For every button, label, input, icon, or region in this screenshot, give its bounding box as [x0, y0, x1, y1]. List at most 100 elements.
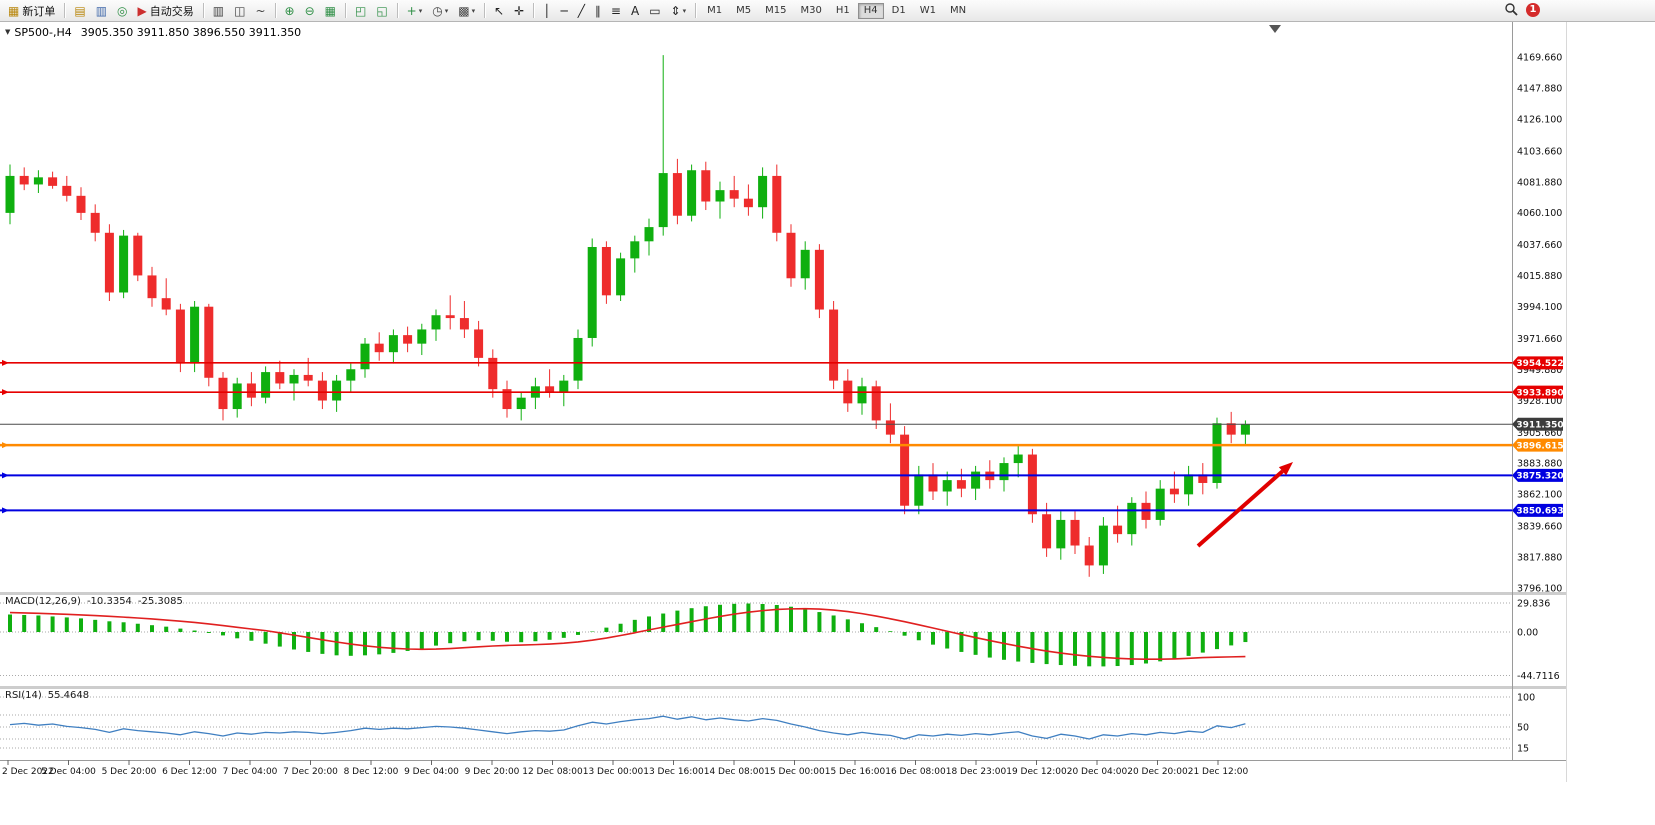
navigator-button[interactable]: ◎ — [113, 0, 131, 21]
macd-bar — [192, 630, 197, 632]
candle — [1042, 514, 1052, 549]
candle — [5, 175, 15, 213]
text-button[interactable]: A — [627, 0, 643, 21]
timeframe-mn-button[interactable]: MN — [949, 4, 967, 16]
template-icon: ▩ — [458, 3, 470, 18]
macd-bar — [1200, 632, 1205, 653]
rsi-value: 55.4648 — [47, 690, 90, 701]
time-axis-label: 2 Dec 2022 — [2, 767, 54, 777]
zoom-out-button[interactable]: ⊖ — [301, 0, 319, 21]
cursor-button[interactable]: ↖ — [490, 0, 508, 21]
macd-bar — [121, 622, 126, 632]
candle — [999, 463, 1009, 481]
macd-bar — [746, 603, 751, 632]
price-axis-label: 4081.880 — [1517, 177, 1562, 188]
candle — [956, 480, 966, 489]
macd-bar — [732, 603, 737, 632]
macd-bar — [178, 628, 183, 632]
price-axis-label: 3928.100 — [1517, 396, 1562, 407]
rsi-label: RSI(14) 55.4648 — [5, 690, 95, 701]
timeframe-m15-button[interactable]: M15 — [765, 4, 787, 16]
toolbar-right-group: 1 — [1504, 2, 1540, 17]
candle — [403, 335, 413, 344]
horizontal-line-icon: ─ — [560, 3, 568, 18]
trendline-button[interactable]: ╱ — [574, 0, 589, 21]
price-tag-label: 3875.320 — [1516, 472, 1563, 482]
candle — [459, 318, 469, 330]
macd-signal-value: -25.3085 — [137, 596, 183, 607]
candle — [1240, 424, 1250, 435]
macd-bar — [519, 632, 524, 643]
candle — [672, 173, 682, 216]
search-icon[interactable] — [1504, 2, 1519, 17]
new-order-button-label: 新订单 — [22, 4, 56, 18]
add-indicator-button[interactable]: + ▾ — [403, 0, 427, 21]
cascade-windows-button[interactable]: ◰ — [351, 0, 370, 21]
candle — [76, 195, 86, 213]
chart-shift-marker[interactable] — [1269, 25, 1281, 33]
zoom-in-button[interactable]: ⊕ — [281, 0, 299, 21]
shapes-button[interactable]: ⇕ ▾ — [667, 0, 691, 21]
data-window-icon: ▥ — [95, 3, 108, 18]
candle — [19, 175, 29, 185]
macd-axis-label: -44.7116 — [1517, 671, 1560, 682]
template-button[interactable]: ▩ ▾ — [454, 0, 479, 21]
notification-badge[interactable]: 1 — [1526, 2, 1540, 17]
market-watch-icon: ▤ — [74, 3, 86, 18]
price-axis-label: 3883.880 — [1517, 459, 1562, 470]
timeframe-w1-button[interactable]: W1 — [919, 4, 936, 16]
timeframe-m30-button[interactable]: M30 — [800, 4, 822, 16]
bar-chart-button[interactable]: ▥ — [209, 0, 228, 21]
macd-bar — [1115, 632, 1120, 667]
timeframe-h1-button[interactable]: H1 — [835, 4, 850, 16]
price-tag — [1512, 417, 1563, 431]
candle — [232, 383, 242, 410]
candlestick-chart-button[interactable]: ◫ — [230, 0, 249, 21]
price-axis-label: 3839.660 — [1517, 522, 1562, 533]
channel-button[interactable]: ∥ — [591, 0, 605, 21]
candle — [758, 175, 768, 208]
toolbar-separator — [484, 3, 486, 18]
timeframe-m1-button[interactable]: M1 — [707, 4, 723, 16]
time-axis-label: 7 Dec 20:00 — [283, 767, 338, 777]
panel-splitter[interactable] — [0, 592, 1567, 595]
text-label-button[interactable]: ▭ — [645, 0, 664, 21]
chart-title: ▼ SP500-,H4 3905.350 3911.850 3896.550 391… — [5, 26, 301, 39]
panel-splitter[interactable] — [0, 686, 1567, 689]
crosshair-button[interactable]: ✛ — [510, 0, 528, 21]
macd-bar — [448, 632, 453, 644]
autotrading-button[interactable]: ▶ 自动交易 — [134, 0, 198, 21]
new-order-button[interactable]: ▦ 新订单 — [4, 0, 59, 21]
macd-bar — [1186, 632, 1191, 656]
timeframe-d1-button[interactable]: D1 — [891, 4, 906, 16]
expand-arrow-icon[interactable]: ▼ — [5, 28, 11, 36]
macd-bar — [874, 627, 879, 632]
fibonacci-button[interactable]: ≡ — [607, 0, 625, 21]
vertical-line-button[interactable]: │ — [539, 0, 554, 21]
crosshair-icon: ✛ — [514, 3, 525, 18]
candle — [431, 315, 441, 330]
macd-bar — [1030, 632, 1035, 663]
macd-bar — [490, 632, 495, 641]
arrange-windows-button[interactable]: ◱ — [372, 0, 391, 21]
dropdown-caret-icon: ▾ — [418, 6, 423, 15]
candle — [119, 235, 129, 293]
period-clock-button[interactable]: ◷ ▾ — [428, 0, 452, 21]
candle — [1070, 519, 1080, 546]
tile-windows-button[interactable]: ▦ — [321, 0, 340, 21]
trend-arrow[interactable] — [1196, 469, 1284, 548]
trend-arrow-head — [1278, 462, 1293, 476]
line-chart-button[interactable]: ~ — [251, 0, 269, 21]
macd-bar — [618, 623, 623, 632]
candle — [701, 170, 711, 202]
market-watch-button[interactable]: ▤ — [70, 0, 89, 21]
horizontal-line-button[interactable]: ─ — [556, 0, 571, 21]
timeframe-m5-button[interactable]: M5 — [736, 4, 752, 16]
macd-bar — [604, 627, 609, 632]
price-tag — [1512, 503, 1563, 517]
candle — [317, 380, 327, 401]
data-window-button[interactable]: ▥ — [92, 0, 111, 21]
timeframe-h4-button[interactable]: H4 — [857, 2, 884, 19]
time-axis-label: 9 Dec 20:00 — [465, 767, 520, 777]
